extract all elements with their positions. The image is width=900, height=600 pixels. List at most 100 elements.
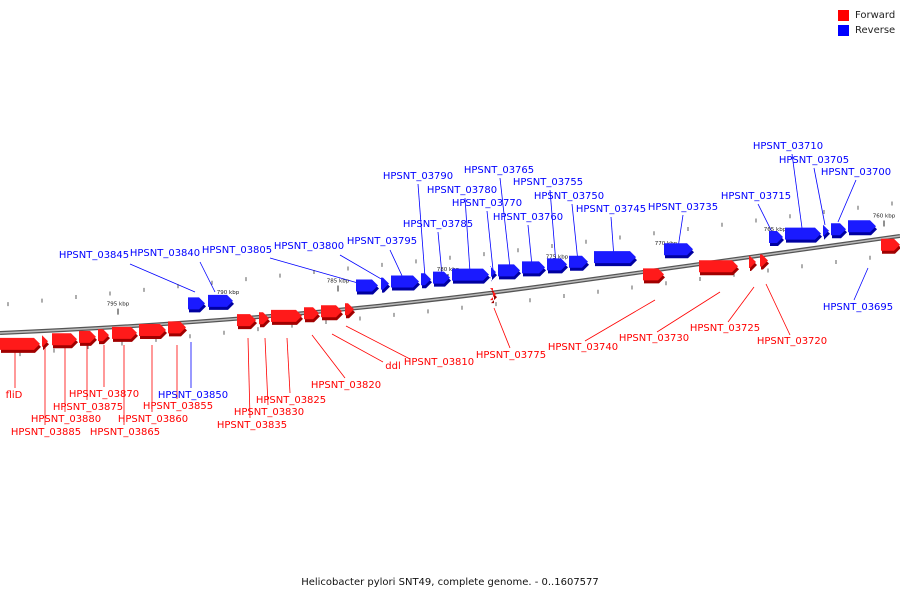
gene-reverse: [664, 243, 693, 256]
leader-line: [129, 263, 196, 293]
gene-label: HPSNT_03705: [779, 155, 849, 166]
leader-line: [486, 210, 494, 271]
gene-reverse: [188, 297, 205, 310]
gene-label: HPSNT_03740: [548, 342, 618, 353]
gene-label: HPSNT_03825: [256, 395, 326, 406]
leader-line: [389, 249, 405, 281]
gene-label: HPSNT_03695: [823, 302, 893, 313]
gene-label: HPSNT_03800: [274, 241, 344, 252]
gene-reverse: [421, 273, 431, 286]
gene-forward: [321, 305, 342, 318]
gene-label: HPSNT_03865: [90, 427, 160, 438]
gene-reverse: [381, 277, 389, 290]
gene-labels: HPSNT_03845 HPSNT_03840 HPSNT_03805 HPSNT_0…: [6, 141, 894, 438]
gene-label: HPSNT_03835: [217, 420, 287, 431]
gene-forward: [490, 288, 496, 301]
leader-line: [339, 254, 384, 281]
tick-label: 785 kbp: [327, 279, 350, 285]
leader-line: [493, 307, 511, 349]
legend-reverse-label: Reverse: [855, 25, 896, 36]
reverse-swatch: [838, 25, 849, 36]
leader-line: [837, 179, 857, 223]
leader-line: [345, 325, 411, 360]
gene-label: HPSNT_03810: [404, 357, 474, 368]
leader-line: [791, 153, 803, 229]
leader-line: [727, 286, 755, 323]
gene-forward: [52, 333, 77, 346]
leader-line: [286, 337, 291, 394]
leader-line: [584, 299, 656, 342]
tick-label: 795 kbp: [107, 302, 130, 308]
gene-reverse: [498, 264, 520, 277]
leader-line: [549, 189, 557, 265]
leader-line: [199, 261, 216, 293]
gene-label: HPSNT_03710: [753, 141, 823, 152]
gene-forward: [881, 238, 900, 251]
gene-label: HPSNT_03875: [53, 402, 123, 413]
gene-forward: [98, 329, 109, 342]
gene-forward: [271, 309, 302, 322]
legend-forward-label: Forward: [855, 10, 896, 21]
leader-line: [247, 337, 251, 419]
gene-label: HPSNT_03840: [130, 248, 200, 259]
gene-forward: [643, 268, 664, 281]
leader-line: [656, 291, 721, 333]
gene-reverse: [769, 231, 783, 243]
gene-forward: [345, 303, 354, 316]
gene-forward: [699, 260, 738, 273]
gene-label: HPSNT_03880: [31, 414, 101, 425]
gene-forward: [168, 321, 186, 334]
tick-label: 765 kbp: [764, 227, 787, 233]
gene-forward: [42, 335, 48, 348]
gene-reverse: [594, 251, 636, 264]
tick-label: 775 kbp: [546, 254, 569, 260]
leader-line: [264, 337, 269, 406]
gene-reverse: [522, 261, 545, 274]
gene-label: HPSNT_03775: [476, 350, 546, 361]
leader-line: [853, 267, 869, 301]
gene-label: HPSNT_03860: [118, 414, 188, 425]
leader-line: [437, 231, 443, 276]
gene-reverse: [208, 294, 233, 307]
genome-caption: Helicobacter pylori SNT49, complete geno…: [301, 577, 599, 588]
gene-label: HPSNT_03855: [143, 401, 213, 412]
leader-line: [417, 183, 426, 278]
gene-reverse: [356, 279, 378, 292]
gene-reverse: [785, 227, 821, 240]
tick-label: 760 kbp: [873, 214, 896, 220]
gene-label: HPSNT_03830: [234, 407, 304, 418]
leader-line: [677, 214, 684, 249]
gene-reverse: [547, 258, 567, 271]
leader-line: [311, 334, 346, 379]
gene-reverse: [452, 268, 489, 281]
gene-label: HPSNT_03795: [347, 236, 417, 247]
gene-reverse: [831, 223, 846, 236]
gene-reverse: [823, 224, 829, 237]
gene-label: HPSNT_03790: [383, 171, 453, 182]
gene-label: ddl: [385, 361, 400, 372]
gene-label: HPSNT_03770: [452, 198, 522, 209]
gene-forward: [237, 314, 256, 327]
forward-swatch: [838, 10, 849, 21]
leader-line: [269, 257, 366, 286]
gene-label: HPSNT_03715: [721, 191, 791, 202]
gene-label: HPSNT_03750: [534, 191, 604, 202]
leader-line: [331, 333, 384, 363]
gene-forward: [304, 307, 319, 320]
gene-label: HPSNT_03760: [493, 212, 563, 223]
tick-label: 790 kbp: [217, 290, 240, 296]
gene-label: HPSNT_03765: [464, 165, 534, 176]
gene-label: HPSNT_03725: [690, 323, 760, 334]
tick-label: 780 kbp: [437, 267, 460, 273]
leader-line: [571, 203, 579, 263]
leader-line: [765, 283, 791, 336]
gene-forward: [760, 254, 768, 267]
gene-reverse: [569, 255, 588, 268]
leader-line: [813, 167, 826, 226]
gene-label: fliD: [6, 390, 23, 401]
gene-label: HPSNT_03820: [311, 380, 381, 391]
gene-reverse: [433, 271, 450, 284]
leader-line: [527, 224, 533, 267]
gene-label: HPSNT_03885: [11, 427, 81, 438]
